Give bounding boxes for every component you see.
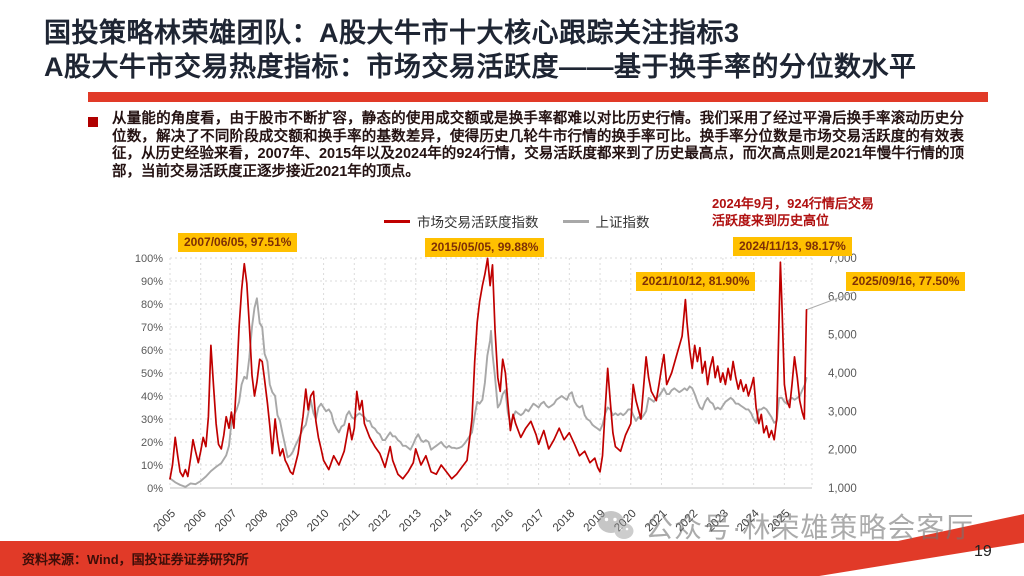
left-axis-tick: 80%	[141, 299, 163, 311]
left-axis-tick: 40%	[141, 391, 163, 403]
x-axis-tick: 2009	[274, 508, 301, 535]
title-line-1: 国投策略林荣雄团队：A股大牛市十大核心跟踪关注指标3	[44, 18, 740, 48]
body-paragraph: 从量能的角度看，由于股市不断扩容，静态的使用成交额或是换手率都难以对比历史行情。…	[112, 111, 964, 180]
x-axis-tick: 2011	[336, 508, 362, 534]
right-axis-tick: 7,000	[828, 253, 857, 265]
right-axis-tick: 4,000	[828, 368, 857, 380]
legend-label: 市场交易活跃度指数	[417, 215, 539, 230]
x-axis-tick: 2015	[459, 508, 486, 535]
left-axis-tick: 10%	[141, 460, 163, 472]
x-axis-tick: 2018	[551, 508, 578, 535]
series-市场交易活跃度指数	[169, 257, 808, 480]
source-note: 资料来源：Wind，国投证券证券研究所	[22, 552, 249, 567]
legend-item-sse-index: 上证指数	[562, 211, 650, 231]
chart-note-line-2: 活跃度来到历史高位	[712, 212, 830, 228]
watermark: 公众号·林荣雄策略会客厅	[596, 506, 974, 546]
right-axis-tick: 3,000	[828, 406, 857, 418]
title-underline-bar	[88, 92, 988, 102]
chart-note-line-1: 2024年9月，924行情后交易	[712, 196, 874, 211]
left-axis-tick: 90%	[141, 276, 163, 288]
legend-label: 上证指数	[595, 215, 650, 230]
red-line-swatch	[384, 219, 410, 223]
x-axis-tick: 2012	[367, 508, 394, 535]
x-axis-tick: 2017	[520, 508, 547, 535]
x-axis-tick: 2016	[489, 508, 516, 535]
watermark-text: 公众号·林荣雄策略会客厅	[645, 512, 975, 543]
page-number: 19	[974, 543, 992, 560]
left-axis-tick: 70%	[141, 322, 163, 334]
left-axis-tick: 60%	[141, 345, 163, 357]
x-axis-tick: 2007	[213, 508, 240, 535]
x-axis-tick: 2005	[152, 508, 179, 535]
x-axis-tick: 2013	[397, 508, 424, 535]
x-axis-tick: 2014	[428, 507, 455, 534]
turnover-percentile-chart: 100% 90% 80% 70% 60% 50% 40% 30% 20% 10% 0% 7,000 6,…	[135, 253, 857, 535]
chart-legend: 市场交易活跃度指数 上证指数	[384, 211, 650, 231]
chart-note: 2024年9月，924行情后交易 活跃度来到历史高位	[712, 196, 982, 229]
x-axis-tick: 2008	[244, 508, 271, 535]
page-title: 国投策略林荣雄团队：A股大牛市十大核心跟踪关注指标3 A股大牛市交易热度指标：市…	[44, 16, 917, 84]
right-axis-tick: 5,000	[828, 330, 857, 342]
annotation-leader-line	[806, 291, 855, 311]
left-axis-tick: 50%	[141, 368, 163, 380]
bullet-square	[88, 117, 98, 127]
x-axis-tick: 2006	[182, 508, 209, 535]
left-axis-tick: 0%	[147, 483, 163, 495]
legend-item-activity-index: 市场交易活跃度指数	[384, 211, 539, 231]
right-axis-tick: 6,000	[828, 291, 857, 303]
left-axis-tick: 30%	[141, 414, 163, 426]
gray-line-swatch	[562, 219, 589, 223]
x-axis-tick: 2010	[305, 508, 332, 535]
right-axis-tick: 2,000	[828, 445, 857, 457]
chart-container: 100% 90% 80% 70% 60% 50% 40% 30% 20% 10% 0% 7,000 6,…	[78, 196, 988, 540]
wechat-icon	[598, 511, 634, 539]
left-axis-tick: 20%	[141, 437, 163, 449]
title-line-2: A股大牛市交易热度指标：市场交易活跃度——基于换手率的分位数水平	[44, 52, 917, 82]
right-axis-tick: 1,000	[828, 483, 857, 495]
left-axis-tick: 100%	[135, 253, 163, 265]
footer-red-band	[0, 541, 1024, 576]
